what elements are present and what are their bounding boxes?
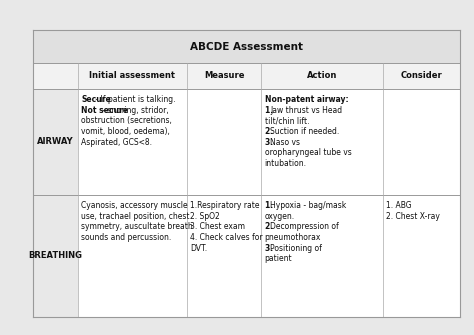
Text: AIRWAY: AIRWAY [37, 137, 74, 146]
Text: Hypoxia - bag/mask: Hypoxia - bag/mask [270, 201, 346, 210]
Text: patient: patient [264, 255, 292, 263]
Text: Decompression of: Decompression of [270, 222, 339, 231]
Text: 1. ABG: 1. ABG [386, 201, 412, 210]
Text: - snoring, stridor,: - snoring, stridor, [100, 106, 169, 115]
Text: Naso vs: Naso vs [270, 138, 300, 147]
Text: Secure: Secure [82, 95, 111, 104]
Text: Positioning of: Positioning of [270, 244, 322, 253]
Text: Consider: Consider [401, 71, 442, 80]
Bar [33, 30, 460, 317]
Text: ABCDE Assessment: ABCDE Assessment [190, 42, 303, 52]
Text: oxygen.: oxygen. [264, 212, 295, 220]
Text: DVT.: DVT. [190, 244, 207, 253]
Text: Aspirated, GCS<8.: Aspirated, GCS<8. [82, 138, 152, 147]
Text: Action: Action [307, 71, 337, 80]
Text: Initial assessment: Initial assessment [90, 71, 175, 80]
Text: tilt/chin lift.: tilt/chin lift. [264, 116, 309, 125]
Text: Suction if needed.: Suction if needed. [270, 127, 339, 136]
Text: 4. Check calves for: 4. Check calves for [190, 233, 263, 242]
Text: obstruction (secretions,: obstruction (secretions, [82, 116, 172, 125]
Text: symmetry, auscultate breath: symmetry, auscultate breath [82, 222, 193, 231]
Text: 2. Chest X-ray: 2. Chest X-ray [386, 212, 440, 220]
Text: Jaw thrust vs Head: Jaw thrust vs Head [270, 106, 342, 115]
Text: intubation.: intubation. [264, 159, 307, 168]
Text: 3.: 3. [264, 138, 275, 147]
Bar [33, 195, 78, 317]
Text: 2.: 2. [264, 127, 275, 136]
Bar [33, 89, 78, 195]
Text: 2.: 2. [264, 222, 275, 231]
Text: pneumothorax: pneumothorax [264, 233, 321, 242]
Text: 1.: 1. [264, 106, 275, 115]
Text: 2. SpO2: 2. SpO2 [190, 212, 220, 220]
Text: Cyanosis, accessory muscle: Cyanosis, accessory muscle [82, 201, 188, 210]
Text: 3.: 3. [264, 244, 275, 253]
Text: 1.: 1. [264, 201, 275, 210]
Bar [33, 63, 460, 89]
Text: - If patient is talking.: - If patient is talking. [93, 95, 175, 104]
Text: BREATHING: BREATHING [28, 251, 82, 260]
Text: 3. Chest exam: 3. Chest exam [190, 222, 245, 231]
Text: Not secure: Not secure [82, 106, 128, 115]
Text: sounds and percussion.: sounds and percussion. [82, 233, 172, 242]
Text: vomit, blood, oedema),: vomit, blood, oedema), [82, 127, 170, 136]
Text: 1.Respiratory rate: 1.Respiratory rate [190, 201, 260, 210]
Text: oropharyngeal tube vs: oropharyngeal tube vs [264, 148, 352, 157]
Text: use, trachael position, chest: use, trachael position, chest [82, 212, 190, 220]
Text: Measure: Measure [204, 71, 244, 80]
Bar [33, 30, 460, 63]
Text: Non-patent airway:: Non-patent airway: [264, 95, 348, 104]
